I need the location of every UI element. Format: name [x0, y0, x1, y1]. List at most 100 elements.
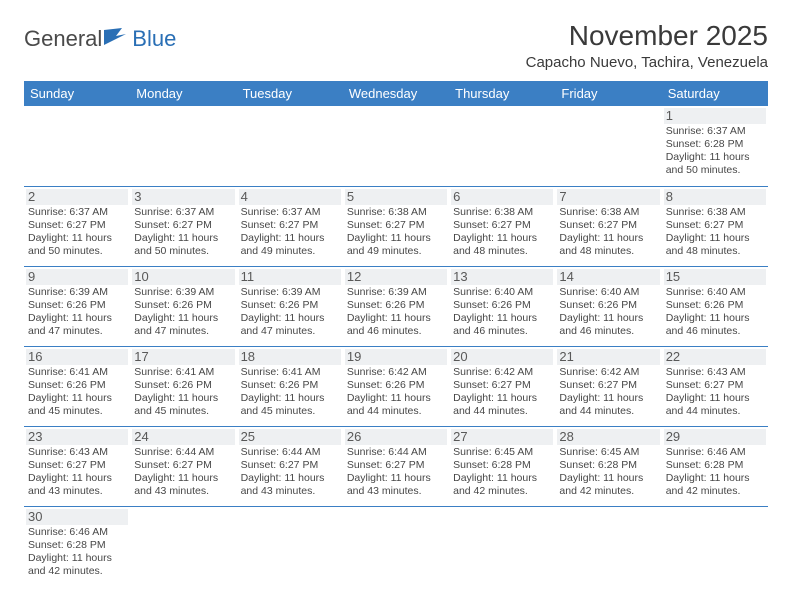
sunrise-line: Sunrise: 6:40 AM [559, 286, 657, 299]
day-info: Sunrise: 6:44 AMSunset: 6:27 PMDaylight:… [347, 446, 445, 499]
day-info: Sunrise: 6:42 AMSunset: 6:27 PMDaylight:… [453, 366, 551, 419]
sunrise-line: Sunrise: 6:40 AM [453, 286, 551, 299]
daylight-line: Daylight: 11 hours and 48 minutes. [666, 232, 764, 258]
daylight-line: Daylight: 11 hours and 43 minutes. [28, 472, 126, 498]
location: Capacho Nuevo, Tachira, Venezuela [526, 54, 768, 71]
day-info: Sunrise: 6:42 AMSunset: 6:27 PMDaylight:… [559, 366, 657, 419]
day-info: Sunrise: 6:46 AMSunset: 6:28 PMDaylight:… [28, 526, 126, 579]
calendar-cell: 17Sunrise: 6:41 AMSunset: 6:26 PMDayligh… [130, 346, 236, 426]
sunrise-line: Sunrise: 6:44 AM [347, 446, 445, 459]
day-info: Sunrise: 6:45 AMSunset: 6:28 PMDaylight:… [559, 446, 657, 499]
day-number: 4 [239, 189, 341, 205]
daylight-line: Daylight: 11 hours and 49 minutes. [347, 232, 445, 258]
sunset-line: Sunset: 6:26 PM [28, 299, 126, 312]
weekday-header: Sunday [24, 81, 130, 106]
day-number: 1 [664, 108, 766, 124]
calendar-cell [237, 106, 343, 186]
sunset-line: Sunset: 6:28 PM [666, 138, 764, 151]
weekday-header: Thursday [449, 81, 555, 106]
sunset-line: Sunset: 6:26 PM [134, 299, 232, 312]
day-info: Sunrise: 6:40 AMSunset: 6:26 PMDaylight:… [453, 286, 551, 339]
sunrise-line: Sunrise: 6:38 AM [347, 206, 445, 219]
calendar-row: 16Sunrise: 6:41 AMSunset: 6:26 PMDayligh… [24, 346, 768, 426]
day-number: 29 [664, 429, 766, 445]
sunset-line: Sunset: 6:27 PM [453, 379, 551, 392]
day-number: 28 [557, 429, 659, 445]
calendar-row: 2Sunrise: 6:37 AMSunset: 6:27 PMDaylight… [24, 186, 768, 266]
sunset-line: Sunset: 6:27 PM [666, 219, 764, 232]
day-info: Sunrise: 6:38 AMSunset: 6:27 PMDaylight:… [347, 206, 445, 259]
sunrise-line: Sunrise: 6:44 AM [241, 446, 339, 459]
day-info: Sunrise: 6:37 AMSunset: 6:27 PMDaylight:… [134, 206, 232, 259]
sunrise-line: Sunrise: 6:37 AM [666, 125, 764, 138]
day-info: Sunrise: 6:41 AMSunset: 6:26 PMDaylight:… [134, 366, 232, 419]
day-info: Sunrise: 6:39 AMSunset: 6:26 PMDaylight:… [134, 286, 232, 339]
daylight-line: Daylight: 11 hours and 46 minutes. [347, 312, 445, 338]
sunset-line: Sunset: 6:26 PM [347, 299, 445, 312]
day-number: 26 [345, 429, 447, 445]
sunset-line: Sunset: 6:26 PM [666, 299, 764, 312]
calendar-cell: 28Sunrise: 6:45 AMSunset: 6:28 PMDayligh… [555, 426, 661, 506]
day-info: Sunrise: 6:37 AMSunset: 6:27 PMDaylight:… [241, 206, 339, 259]
sunset-line: Sunset: 6:27 PM [559, 219, 657, 232]
daylight-line: Daylight: 11 hours and 46 minutes. [666, 312, 764, 338]
day-info: Sunrise: 6:44 AMSunset: 6:27 PMDaylight:… [241, 446, 339, 499]
header: General Blue November 2025 Capacho Nuevo… [24, 20, 768, 71]
calendar-cell: 1Sunrise: 6:37 AMSunset: 6:28 PMDaylight… [662, 106, 768, 186]
sunrise-line: Sunrise: 6:42 AM [347, 366, 445, 379]
calendar-cell: 21Sunrise: 6:42 AMSunset: 6:27 PMDayligh… [555, 346, 661, 426]
sunrise-line: Sunrise: 6:39 AM [134, 286, 232, 299]
daylight-line: Daylight: 11 hours and 44 minutes. [347, 392, 445, 418]
sunset-line: Sunset: 6:27 PM [28, 219, 126, 232]
calendar-cell: 20Sunrise: 6:42 AMSunset: 6:27 PMDayligh… [449, 346, 555, 426]
sunset-line: Sunset: 6:27 PM [28, 459, 126, 472]
sunset-line: Sunset: 6:26 PM [28, 379, 126, 392]
calendar-cell [343, 506, 449, 586]
calendar-cell [555, 106, 661, 186]
weekday-header-row: SundayMondayTuesdayWednesdayThursdayFrid… [24, 81, 768, 106]
sunset-line: Sunset: 6:28 PM [28, 539, 126, 552]
logo: General Blue [24, 20, 176, 52]
day-number: 11 [239, 269, 341, 285]
sunset-line: Sunset: 6:28 PM [559, 459, 657, 472]
calendar-cell: 9Sunrise: 6:39 AMSunset: 6:26 PMDaylight… [24, 266, 130, 346]
sunset-line: Sunset: 6:26 PM [241, 299, 339, 312]
day-number: 12 [345, 269, 447, 285]
calendar-cell [130, 106, 236, 186]
sunrise-line: Sunrise: 6:42 AM [559, 366, 657, 379]
sunset-line: Sunset: 6:26 PM [453, 299, 551, 312]
sunrise-line: Sunrise: 6:43 AM [666, 366, 764, 379]
calendar-cell: 16Sunrise: 6:41 AMSunset: 6:26 PMDayligh… [24, 346, 130, 426]
day-info: Sunrise: 6:41 AMSunset: 6:26 PMDaylight:… [241, 366, 339, 419]
day-info: Sunrise: 6:46 AMSunset: 6:28 PMDaylight:… [666, 446, 764, 499]
sunrise-line: Sunrise: 6:45 AM [559, 446, 657, 459]
weekday-header: Wednesday [343, 81, 449, 106]
day-info: Sunrise: 6:45 AMSunset: 6:28 PMDaylight:… [453, 446, 551, 499]
sunset-line: Sunset: 6:26 PM [241, 379, 339, 392]
daylight-line: Daylight: 11 hours and 43 minutes. [241, 472, 339, 498]
calendar-cell [24, 106, 130, 186]
daylight-line: Daylight: 11 hours and 46 minutes. [453, 312, 551, 338]
daylight-line: Daylight: 11 hours and 47 minutes. [28, 312, 126, 338]
sunset-line: Sunset: 6:27 PM [453, 219, 551, 232]
daylight-line: Daylight: 11 hours and 46 minutes. [559, 312, 657, 338]
weekday-header: Friday [555, 81, 661, 106]
day-info: Sunrise: 6:40 AMSunset: 6:26 PMDaylight:… [559, 286, 657, 339]
sunset-line: Sunset: 6:26 PM [134, 379, 232, 392]
day-number: 21 [557, 349, 659, 365]
daylight-line: Daylight: 11 hours and 49 minutes. [241, 232, 339, 258]
daylight-line: Daylight: 11 hours and 48 minutes. [453, 232, 551, 258]
sunset-line: Sunset: 6:27 PM [241, 459, 339, 472]
day-number: 30 [26, 509, 128, 525]
calendar-table: SundayMondayTuesdayWednesdayThursdayFrid… [24, 81, 768, 586]
day-number: 25 [239, 429, 341, 445]
day-number: 17 [132, 349, 234, 365]
day-number: 16 [26, 349, 128, 365]
sunset-line: Sunset: 6:27 PM [347, 459, 445, 472]
daylight-line: Daylight: 11 hours and 44 minutes. [666, 392, 764, 418]
day-number: 27 [451, 429, 553, 445]
sunrise-line: Sunrise: 6:41 AM [241, 366, 339, 379]
sunrise-line: Sunrise: 6:38 AM [666, 206, 764, 219]
calendar-cell [555, 506, 661, 586]
day-number: 19 [345, 349, 447, 365]
